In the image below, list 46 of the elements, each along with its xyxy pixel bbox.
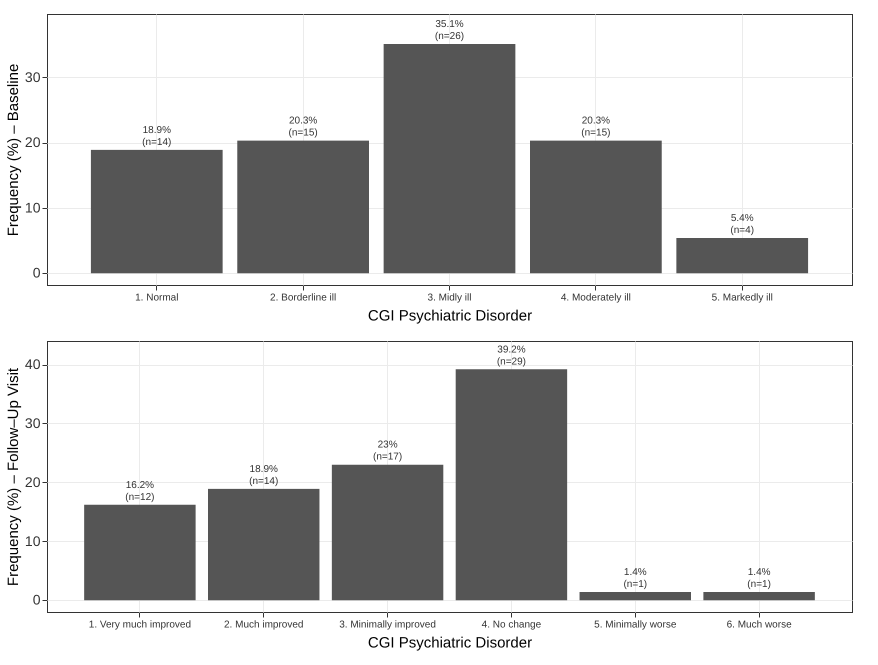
bar <box>90 150 223 274</box>
bar <box>208 488 320 600</box>
y-tick-label: 30 <box>24 68 41 85</box>
y-tick-label: 10 <box>24 532 41 549</box>
bar <box>530 140 662 274</box>
y-tick-label: 10 <box>24 199 41 216</box>
x-tick-label: 5. Markedly ill <box>712 292 773 304</box>
data-label: 23% (n=17) <box>372 440 402 463</box>
bar <box>580 592 691 600</box>
x-tick-label: 5. Minimally worse <box>594 620 677 630</box>
bar <box>456 369 568 600</box>
y-axis-title: Frequency (%) – Baseline <box>4 64 22 236</box>
data-label: 18.9% (n=14) <box>142 124 172 148</box>
x-axis-title: CGI Psychiatric Disorder <box>368 634 532 652</box>
data-label: 39.2% (n=29) <box>496 344 526 368</box>
x-tick-label: 6. Much worse <box>726 620 792 630</box>
bar <box>332 464 444 600</box>
x-tick-label: 1. Normal <box>135 292 178 304</box>
data-label: 5.4% (n=4) <box>730 212 754 236</box>
bar <box>237 140 369 274</box>
data-label: 1.4% (n=1) <box>623 566 648 590</box>
x-axis-title: CGI Psychiatric Disorder <box>368 308 532 324</box>
data-label: 18.9% (n=14) <box>249 464 278 487</box>
x-tick-label: 4. No change <box>482 620 542 630</box>
y-tick-label: 20 <box>24 474 41 490</box>
x-tick-label: 3. Minimally improved <box>339 620 436 630</box>
data-label: 35.1% (n=26) <box>434 19 464 42</box>
y-tick-label: 30 <box>24 414 41 431</box>
bar <box>676 238 808 274</box>
y-tick-label: 0 <box>32 264 41 281</box>
x-tick-label: 2. Much improved <box>224 620 304 630</box>
y-tick-label: 0 <box>32 592 41 608</box>
bar <box>703 592 815 600</box>
x-tick-label: 3. Midly ill <box>428 292 472 304</box>
data-label: 20.3% (n=15) <box>581 116 610 139</box>
bar <box>84 504 196 600</box>
y-tick-label: 40 <box>24 356 41 372</box>
bar <box>384 44 516 274</box>
data-label: 20.3% (n=15) <box>288 116 318 139</box>
x-tick-label: 4. Moderately ill <box>560 292 631 304</box>
data-label: 1.4% (n=1) <box>747 566 771 590</box>
data-label: 16.2% (n=12) <box>125 480 154 503</box>
x-tick-label: 2. Borderline ill <box>270 292 336 304</box>
y-tick-label: 20 <box>24 134 41 150</box>
y-axis-title: Frequency (%) – Follow–Up Visit <box>4 367 22 586</box>
x-tick-label: 1. Very much improved <box>88 620 192 630</box>
